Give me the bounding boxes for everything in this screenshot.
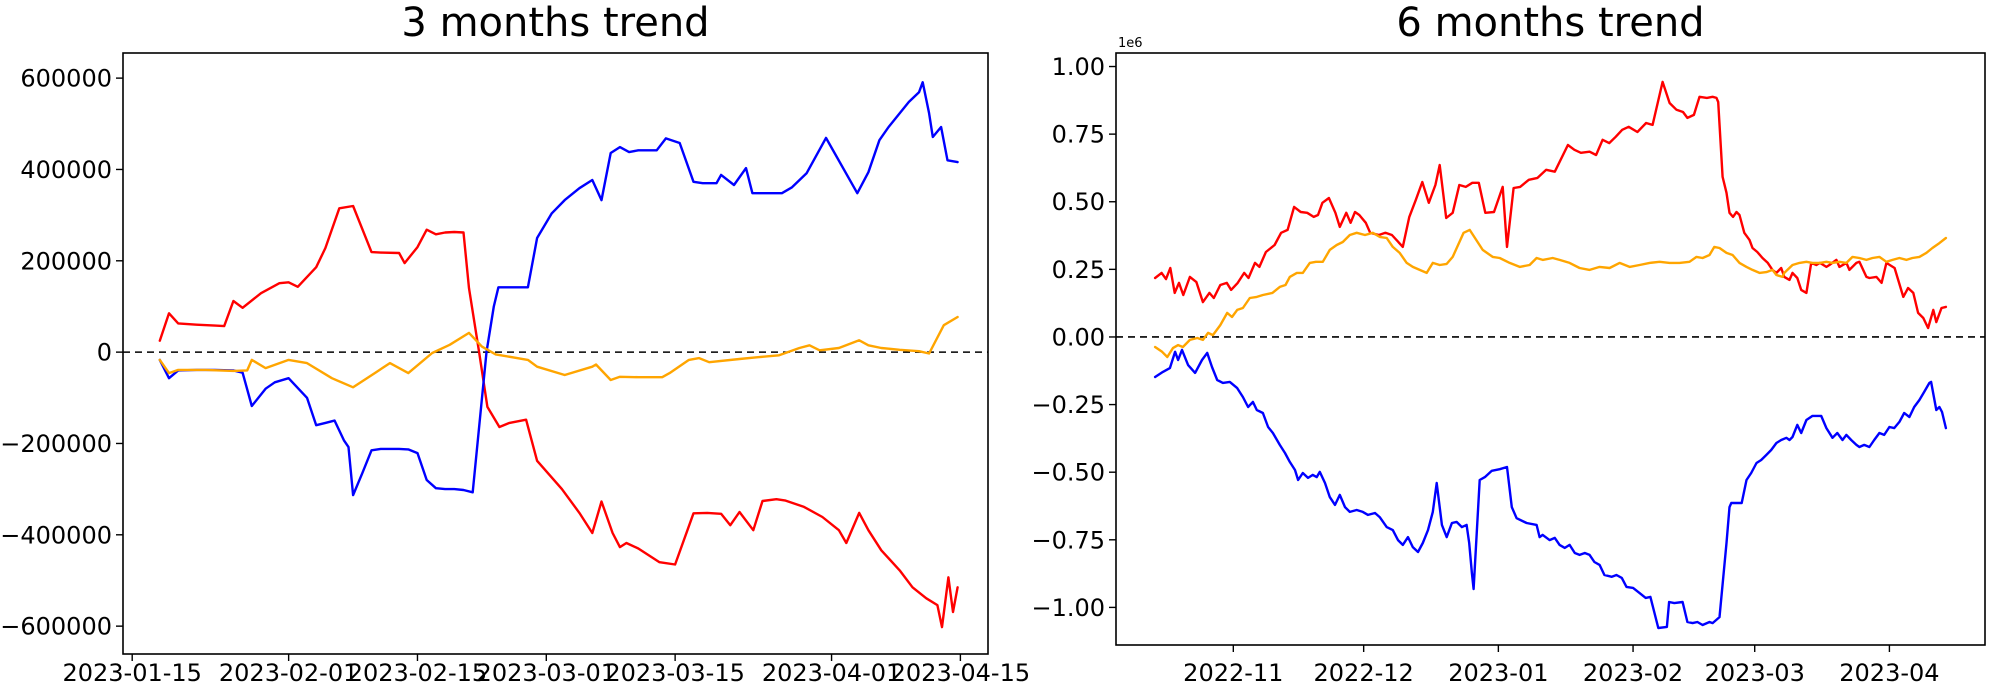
chart-title-6-months-trend: 6 months trend <box>1396 0 1705 46</box>
y-tick-label: −400000 <box>0 521 112 549</box>
x-tick-label: 2023-04-01 <box>762 659 901 687</box>
y-tick-label: 0 <box>97 339 112 367</box>
y-tick-label: 600000 <box>20 65 112 93</box>
series-red-line <box>1153 80 1948 330</box>
y-tick-label: −0.50 <box>1031 459 1105 487</box>
x-tick-label: 2023-04 <box>1839 659 1939 687</box>
x-tick-label: 2023-03-01 <box>477 659 616 687</box>
x-tick-label: 2023-01 <box>1448 659 1548 687</box>
x-tick-label: 2022-11 <box>1183 659 1283 687</box>
x-tick-label: 2023-02 <box>1583 659 1683 687</box>
series-red-line <box>158 204 959 629</box>
y-tick-label: 0.75 <box>1052 121 1105 149</box>
y-tick-label: 400000 <box>20 156 112 184</box>
axes-frame <box>122 52 989 655</box>
x-tick-label: 2023-03 <box>1705 659 1805 687</box>
x-tick-label: 2023-01-15 <box>62 659 201 687</box>
series-blue-line <box>158 80 959 497</box>
x-tick-label: 2022-12 <box>1314 659 1414 687</box>
y-tick-label: 200000 <box>20 247 112 275</box>
y-tick-label: 0.50 <box>1052 188 1105 216</box>
x-tick-label: 2023-03-15 <box>605 659 744 687</box>
x-tick-label: 2023-02-15 <box>348 659 487 687</box>
y-tick-label: 0.00 <box>1052 323 1105 351</box>
y-tick-label: −1.00 <box>1031 594 1105 622</box>
series-blue-line <box>1153 348 1948 630</box>
chart-title-3-months-trend: 3 months trend <box>401 0 710 46</box>
y-tick-label: 0.25 <box>1052 256 1105 284</box>
axes-frame <box>1115 52 1986 646</box>
y-tick-label: −0.75 <box>1031 526 1105 554</box>
series-orange-line <box>1153 228 1948 359</box>
y-tick-label: −200000 <box>0 430 112 458</box>
y-tick-label: −0.25 <box>1031 391 1105 419</box>
series-orange-line <box>158 315 959 389</box>
x-tick-label: 2023-04-15 <box>891 659 1030 687</box>
x-tick-label: 2023-02-01 <box>219 659 358 687</box>
y-axis-offset-label-1e6: 1e6 <box>1118 36 1143 51</box>
y-tick-label: −600000 <box>0 613 112 641</box>
y-tick-label: 1.00 <box>1052 53 1105 81</box>
